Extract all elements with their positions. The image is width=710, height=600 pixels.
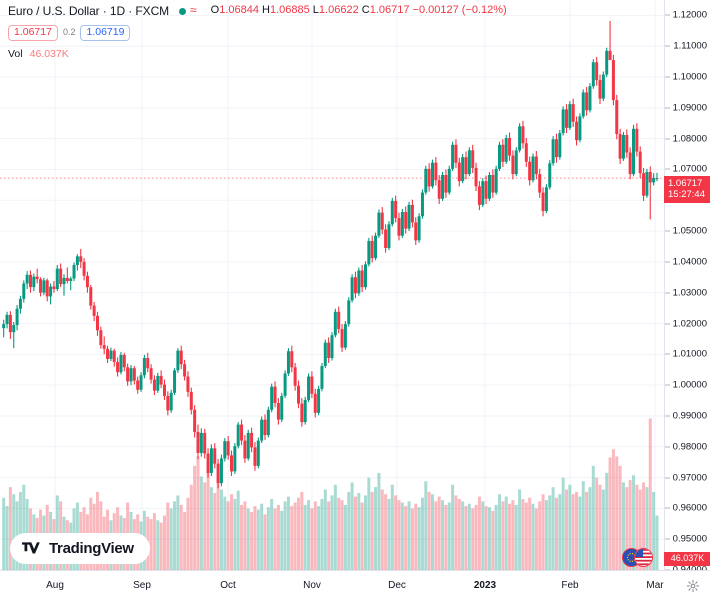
price-tick-mark xyxy=(665,45,670,47)
ohlc-high-label: H xyxy=(262,4,270,17)
status-dot-icon xyxy=(179,7,187,15)
price-tick-label: 1.11000 xyxy=(673,40,707,52)
price-tick-mark xyxy=(665,261,670,263)
price-tick-label: 1.10000 xyxy=(672,71,707,83)
time-tick-label: Dec xyxy=(388,580,406,591)
price-tick-mark xyxy=(665,384,670,386)
gear-icon[interactable] xyxy=(686,579,700,593)
current-price-line xyxy=(0,177,664,179)
price-tick-mark xyxy=(665,538,670,540)
price-tick-label: 0.98000 xyxy=(672,441,707,453)
price-tick-label: 1.03000 xyxy=(672,287,707,299)
spread-value: 0.2 xyxy=(62,27,76,38)
volume-value: 46.037K xyxy=(29,48,69,61)
ohlc-close-value: 1.06717 xyxy=(369,4,410,17)
price-tick-label: 1.09000 xyxy=(672,102,707,114)
price-tick-label: 1.01000 xyxy=(672,348,707,360)
time-axis[interactable]: Aug Sep Oct Nov Dec 2023 Feb Mar xyxy=(0,570,710,600)
ohlc-values: O1.06844 H1.06885 L1.06622 C1.06717 −0.0… xyxy=(210,4,507,17)
price-tick-mark xyxy=(665,353,670,355)
approx-icon: ≈ xyxy=(190,3,197,17)
tradingview-logo-text: TradingView xyxy=(49,540,134,557)
ohlc-low-label: L xyxy=(312,4,319,17)
price-tick-mark xyxy=(665,76,670,78)
price-tick-label: 1.07000 xyxy=(672,163,707,175)
time-tick-label: Nov xyxy=(303,580,321,591)
price-axis[interactable]: 1.12000 1.11000 1.10000 1.09000 1.08000 1.070… xyxy=(664,0,710,576)
ohlc-low-value: 1.06622 xyxy=(318,4,359,17)
price-tick-label: 0.99000 xyxy=(672,410,707,422)
usd-flag-icon xyxy=(634,548,653,567)
time-tick-label: 2023 xyxy=(473,580,497,591)
current-price-value: 1.06717 xyxy=(668,178,703,190)
time-tick-label: Sep xyxy=(133,580,151,591)
time-tick-label: Mar xyxy=(646,580,664,591)
change-absolute: −0.00127 xyxy=(412,4,459,17)
price-tick-label: 1.05000 xyxy=(672,225,707,237)
price-tick-mark xyxy=(665,138,670,140)
current-price-time: 15:27:44 xyxy=(668,189,705,201)
current-price-tag: 1.06717 15:27:44 xyxy=(664,176,710,204)
price-tick-label: 1.02000 xyxy=(672,318,707,329)
legend-quote-row: 1.06717 0.2 1.06719 xyxy=(8,24,507,42)
chart-legend: Euro / U.S. Dollar · 1D · FXCM ≈ O1.0684… xyxy=(8,3,507,62)
change-percent: (−0.12%) xyxy=(461,4,507,17)
volume-axis-tag: 46.037K xyxy=(664,552,710,566)
symbol-title[interactable]: Euro / U.S. Dollar · 1D · FXCM xyxy=(8,3,170,18)
ohlc-open-label: O xyxy=(210,4,220,17)
tradingview-logo[interactable]: TradingView xyxy=(10,533,150,564)
price-tick-mark xyxy=(665,168,670,170)
time-tick-label: Oct xyxy=(220,580,236,591)
volume-label[interactable]: Vol xyxy=(8,48,23,61)
time-tick-label: Feb xyxy=(561,580,579,591)
price-tick-label: 0.96000 xyxy=(672,502,707,514)
price-tick-mark xyxy=(665,14,670,16)
tradingview-logo-icon xyxy=(22,542,40,554)
ohlc-high-value: 1.06885 xyxy=(269,4,310,17)
price-tick-label: 1.12000 xyxy=(672,9,707,21)
bid-price-badge[interactable]: 1.06717 xyxy=(8,24,58,42)
legend-volume-row: Vol 46.037K xyxy=(8,48,507,62)
price-tick-mark xyxy=(665,292,670,294)
price-tick-mark xyxy=(665,323,670,324)
price-tick-label: 1.08000 xyxy=(672,133,707,145)
ask-price-badge[interactable]: 1.06719 xyxy=(80,24,131,42)
legend-markers: ≈ xyxy=(179,3,197,17)
price-tick-label: 1.00000 xyxy=(672,379,707,391)
price-tick-mark xyxy=(665,477,670,479)
price-tick-mark xyxy=(665,107,670,109)
price-tick-label: 0.97000 xyxy=(672,472,707,484)
candlestick-series xyxy=(2,20,659,489)
currency-pair-flags xyxy=(622,548,658,568)
price-tick-label: 0.95000 xyxy=(672,533,707,545)
ohlc-close-label: C xyxy=(361,4,370,17)
price-tick-mark xyxy=(665,507,670,509)
time-tick-label: Aug xyxy=(46,580,64,591)
legend-symbol-row: Euro / U.S. Dollar · 1D · FXCM ≈ O1.0684… xyxy=(8,3,507,19)
price-tick-mark xyxy=(665,446,670,448)
price-tick-mark xyxy=(665,230,670,232)
chart-gridlines xyxy=(0,0,664,570)
price-tick-label: 1.04000 xyxy=(672,256,707,268)
volume-bars xyxy=(2,418,659,570)
price-tick-mark xyxy=(665,415,670,417)
ohlc-open-value: 1.06844 xyxy=(219,4,259,17)
